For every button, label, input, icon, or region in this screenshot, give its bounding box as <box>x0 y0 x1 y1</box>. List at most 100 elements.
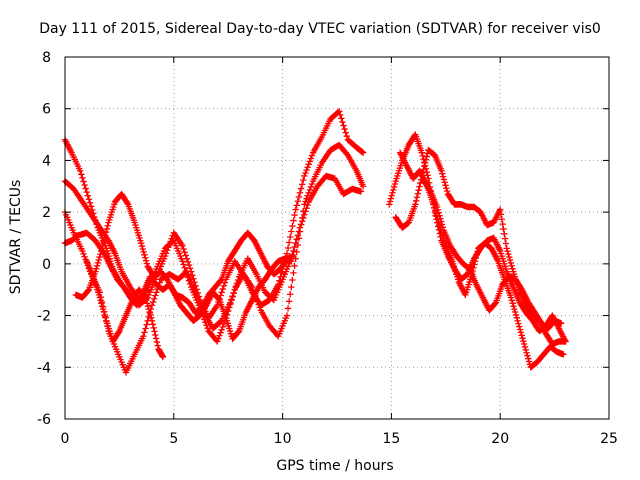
data-point <box>300 214 307 222</box>
data-point <box>145 305 152 313</box>
data-point <box>521 343 529 351</box>
data-point <box>97 297 104 304</box>
data-point <box>305 161 312 168</box>
data-point <box>391 180 399 188</box>
data-point <box>231 286 238 293</box>
data-point <box>99 241 107 249</box>
data-point <box>308 180 316 188</box>
data-point <box>217 277 225 284</box>
data-point <box>298 217 306 225</box>
data-point <box>101 235 108 242</box>
data-point <box>337 111 344 119</box>
x-tick-label: 20 <box>491 431 509 447</box>
data-point <box>297 221 305 228</box>
data-point <box>287 233 294 241</box>
data-point <box>80 250 87 258</box>
data-point <box>509 265 516 272</box>
data-point <box>217 329 224 336</box>
data-point <box>248 283 256 291</box>
data-point <box>218 289 225 296</box>
data-point <box>150 324 157 332</box>
data-point <box>234 276 242 284</box>
data-point <box>301 211 308 218</box>
data-point <box>302 169 309 177</box>
data-point <box>81 253 88 260</box>
data-point <box>522 346 529 354</box>
data-point <box>437 218 445 225</box>
data-point <box>102 314 109 322</box>
data-point <box>141 293 148 300</box>
data-point <box>289 222 296 230</box>
data-point <box>505 250 512 258</box>
data-point <box>423 153 430 160</box>
data-point <box>159 353 167 361</box>
data-point <box>140 333 147 340</box>
data-point <box>518 332 525 339</box>
data-point <box>504 248 511 255</box>
data-point <box>179 242 186 249</box>
data-point <box>152 331 159 339</box>
data-point <box>420 166 427 173</box>
data-point <box>517 329 525 336</box>
data-point <box>84 287 92 294</box>
y-tick-label: 8 <box>42 50 51 66</box>
data-point <box>77 167 84 174</box>
data-point <box>79 247 86 255</box>
data-point <box>228 296 235 303</box>
data-point <box>510 302 517 310</box>
y-tick-label: -6 <box>37 412 51 428</box>
y-tick-label: -4 <box>37 360 51 376</box>
data-point <box>414 190 421 197</box>
data-point <box>293 202 300 209</box>
series-track-6 <box>83 258 167 361</box>
data-point <box>151 328 158 335</box>
data-point <box>426 186 433 194</box>
data-point <box>500 225 507 233</box>
data-point <box>180 261 187 268</box>
grid <box>65 57 609 419</box>
data-point <box>102 232 109 239</box>
data-point <box>217 318 224 325</box>
data-point <box>513 314 520 322</box>
data-point <box>214 338 221 345</box>
data-point <box>438 221 446 228</box>
data-point <box>413 194 421 201</box>
data-point <box>303 205 310 212</box>
data-point <box>102 228 110 236</box>
data-point <box>283 312 291 319</box>
data-point <box>437 215 444 222</box>
data-point <box>304 201 311 209</box>
data-point <box>418 149 426 156</box>
data-point <box>507 294 515 301</box>
chart-title: Day 111 of 2015, Sidereal Day-to-day VTE… <box>39 21 601 37</box>
data-point <box>512 311 520 319</box>
data-point <box>439 170 446 177</box>
data-point <box>98 300 105 307</box>
data-point <box>502 240 510 247</box>
data-point <box>292 239 299 247</box>
data-point <box>338 115 345 122</box>
data-point <box>390 186 397 194</box>
y-tick-label: 2 <box>42 205 51 221</box>
data-point <box>508 262 515 269</box>
data-point <box>412 197 420 205</box>
data-point <box>491 300 499 307</box>
data-point <box>357 188 365 195</box>
y-tick-label: 4 <box>42 153 51 169</box>
data-point <box>148 302 156 309</box>
data-point <box>560 351 567 358</box>
data-point <box>415 186 422 194</box>
y-tick-label: 0 <box>42 257 51 273</box>
data-point <box>185 261 193 269</box>
data-point <box>78 171 85 178</box>
data-point <box>525 358 533 365</box>
data-point <box>389 189 396 196</box>
data-point <box>508 297 516 304</box>
data-point <box>152 292 159 299</box>
data-point <box>103 225 111 233</box>
data-point <box>254 298 261 305</box>
data-point <box>443 187 451 195</box>
data-point <box>82 185 89 192</box>
data-point <box>507 259 515 267</box>
